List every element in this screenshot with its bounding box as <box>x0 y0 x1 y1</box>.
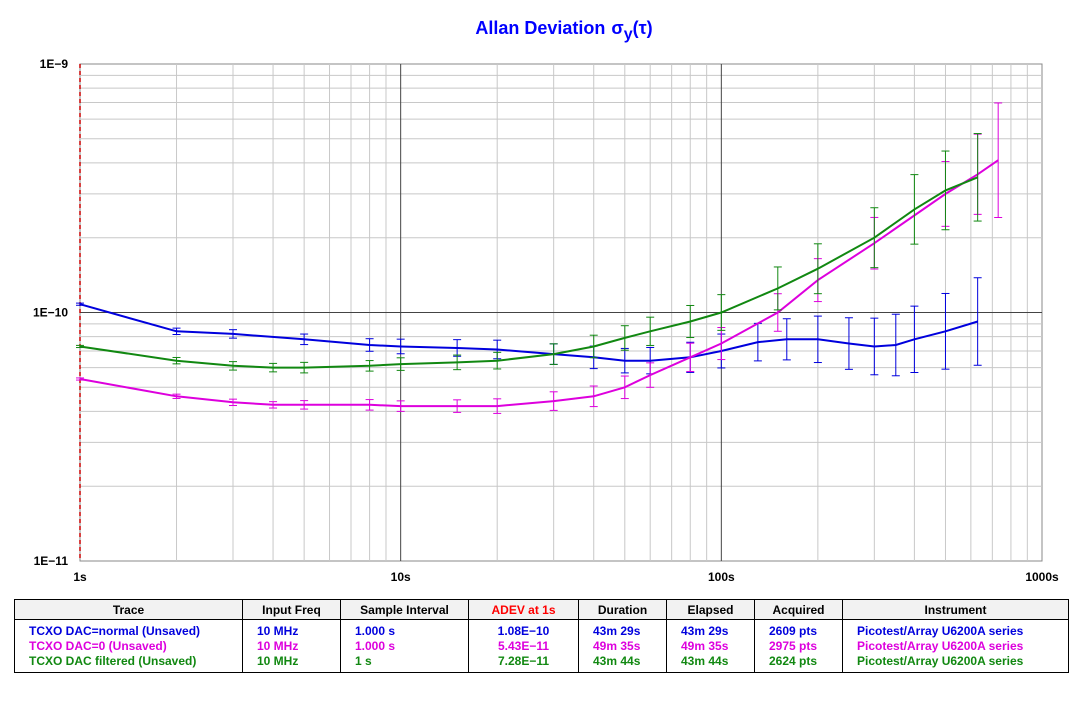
legend-row: TCXO DAC=0 (Unsaved) 10 MHz 1.000 s 5.43E−1… <box>14 639 1069 654</box>
tick-labels: 1s 10s 100s 1000s 1E−9 1E−10 1E−11 <box>33 57 1059 584</box>
legend-header-cell: Sample Interval <box>340 599 469 620</box>
y-tick-label: 1E−11 <box>34 554 69 568</box>
legend-cell: 43m 44s <box>666 654 755 673</box>
allan-deviation-chart: Allan Deviation σy(τ) 1s 10s 100s 1000s1E−91… <box>33 18 1059 584</box>
y-tick-label: 1E−10 <box>33 306 68 320</box>
legend-cell: 7.28E−11 <box>468 654 579 673</box>
legend-cell: TCXO DAC=0 (Unsaved) <box>14 639 243 654</box>
series-line <box>79 303 978 362</box>
legend-cell: 2609 pts <box>754 619 843 639</box>
chart-title-arg: (τ) <box>633 18 653 38</box>
trace-legend-table: Trace Input Freq Sample Interval ADEV at 1s… <box>14 599 1069 673</box>
legend-header-cell: Acquired <box>754 599 843 620</box>
legend-body: TCXO DAC=normal (Unsaved) 10 MHz 1.000 s 1.… <box>14 619 1069 673</box>
x-tick-label: 10s <box>391 570 411 584</box>
legend-cell: 43m 29s <box>578 619 667 639</box>
legend-cell: 10 MHz <box>242 654 341 673</box>
legend-cell: 10 MHz <box>242 619 341 639</box>
legend-cell: 1 s <box>340 654 469 673</box>
legend-cell: 43m 29s <box>666 619 755 639</box>
legend-cell: 2624 pts <box>754 654 843 673</box>
legend-cell: 2975 pts <box>754 639 843 654</box>
legend-cell: Picotest/Array U6200A series <box>842 654 1069 673</box>
x-tick-label: 100s <box>708 570 735 584</box>
chart-title-text: Allan Deviation <box>475 18 605 38</box>
x-tick-label: 1s <box>73 570 87 584</box>
legend-header-cell: ADEV at 1s <box>468 599 579 620</box>
legend-cell: TCXO DAC filtered (Unsaved) <box>14 654 243 673</box>
legend-header-cell: Elapsed <box>666 599 755 620</box>
legend-cell: Picotest/Array U6200A series <box>842 619 1069 639</box>
legend-cell: Picotest/Array U6200A series <box>842 639 1069 654</box>
legend-header-cell: Input Freq <box>242 599 341 620</box>
legend-cell: 1.08E−10 <box>468 619 579 639</box>
legend-cell: 49m 35s <box>578 639 667 654</box>
legend-row: TCXO DAC filtered (Unsaved) 10 MHz 1 s 7.28… <box>14 654 1069 673</box>
legend-header-cell: Instrument <box>842 599 1069 620</box>
chart-title-symbol: σ <box>611 18 623 38</box>
series-layer <box>76 102 1003 414</box>
legend-cell: 10 MHz <box>242 639 341 654</box>
legend-cell: 1.000 s <box>340 639 469 654</box>
chart-title: Allan Deviation σy(τ) <box>475 18 652 43</box>
legend-cell: 1.000 s <box>340 619 469 639</box>
x-tick-label: 1000s <box>1025 570 1059 584</box>
legend-header-row: Trace Input Freq Sample Interval ADEV at 1s… <box>14 599 1069 620</box>
chart-title-sub: y <box>624 26 633 43</box>
legend-header-cell: Duration <box>578 599 667 620</box>
legend-cell: 5.43E−11 <box>468 639 579 654</box>
legend-cell: 49m 35s <box>666 639 755 654</box>
legend-cell: 43m 44s <box>578 654 667 673</box>
series-line <box>79 176 979 369</box>
legend-cell: TCXO DAC=normal (Unsaved) <box>14 619 243 639</box>
y-tick-label: 1E−9 <box>40 57 69 71</box>
legend-row: TCXO DAC=normal (Unsaved) 10 MHz 1.000 s 1.… <box>14 619 1069 639</box>
series-line <box>79 159 999 408</box>
legend-header-cell: Trace <box>14 599 243 620</box>
series-3 <box>76 133 982 374</box>
